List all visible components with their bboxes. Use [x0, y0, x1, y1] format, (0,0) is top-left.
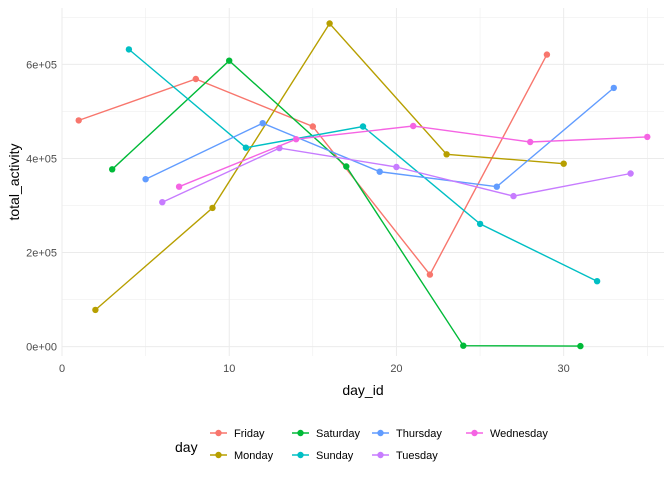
data-point-sunday [476, 220, 484, 228]
data-point-friday [192, 75, 199, 83]
legend-item-tuesday: Tuesday [372, 450, 438, 462]
data-point-thursday [610, 84, 617, 92]
legend-key-point [215, 451, 222, 459]
data-point-tuesday [393, 163, 400, 171]
legend-key-point [297, 429, 304, 437]
legend-key-point [377, 429, 384, 437]
data-point-saturday [109, 166, 116, 173]
data-point-sunday [359, 123, 367, 130]
legend-key-point [377, 451, 384, 459]
data-point-thursday [142, 176, 149, 183]
data-point-sunday [125, 46, 133, 53]
data-point-friday [426, 271, 434, 278]
data-point-wednesday [175, 183, 183, 190]
series-thursday [142, 84, 617, 190]
data-point-friday [543, 51, 551, 58]
data-point-wednesday [410, 122, 417, 130]
data-point-saturday [577, 342, 584, 350]
series-saturday [109, 57, 584, 350]
data-point-wednesday [644, 133, 651, 141]
data-point-saturday [226, 57, 233, 64]
x-tick-label: 30 [558, 363, 570, 375]
data-point-saturday [460, 342, 467, 349]
legend-key-point [215, 429, 222, 437]
data-point-tuesday [159, 199, 166, 206]
x-tick-label: 20 [390, 363, 402, 375]
data-point-tuesday [510, 192, 517, 200]
x-tick-label: 10 [223, 363, 235, 375]
x-axis-title: day_id [342, 382, 383, 398]
legend-item-friday: Friday [210, 428, 265, 440]
legend-label-saturday: Saturday [316, 428, 361, 440]
legend-title: day [175, 439, 198, 455]
data-point-thursday [376, 168, 383, 175]
series-monday [92, 20, 567, 314]
data-point-friday [75, 117, 82, 124]
series-sunday [125, 46, 601, 285]
data-point-monday [92, 306, 99, 314]
y-tick-label: 0e+00 [26, 342, 57, 354]
data-point-wednesday [527, 138, 534, 146]
data-point-monday [326, 20, 333, 27]
data-point-sunday [242, 144, 250, 151]
series-line-monday [94, 22, 564, 311]
series-line-saturday [111, 59, 581, 347]
legend-item-saturday: Saturday [292, 428, 361, 440]
legend-label-tuesday: Tuesday [396, 450, 438, 462]
y-tick-label: 6e+05 [26, 59, 57, 71]
legend-label-monday: Monday [234, 450, 274, 462]
series-tuesday [159, 144, 634, 206]
legend-item-thursday: Thursday [372, 428, 442, 440]
legend-item-wednesday: Wednesday [466, 428, 548, 440]
data-point-wednesday [292, 136, 300, 143]
x-tick-label: 0 [59, 363, 65, 375]
data-point-thursday [259, 120, 266, 127]
legend-key-point [297, 451, 304, 459]
legend-item-sunday: Sunday [292, 450, 354, 462]
data-point-friday [309, 123, 316, 130]
legend-label-wednesday: Wednesday [490, 428, 548, 440]
legend: day Friday Monday Saturday Sunday Thursday Tu… [175, 428, 548, 462]
data-point-sunday [593, 278, 601, 285]
axis-ticks: 0 10 20 30 0e+00 2e+05 4e+05 6e+05 [26, 59, 570, 375]
data-point-monday [560, 160, 567, 167]
data-point-monday [209, 204, 216, 212]
data-point-saturday [343, 163, 350, 170]
y-tick-label: 4e+05 [26, 153, 57, 165]
legend-label-thursday: Thursday [396, 428, 442, 440]
data-point-tuesday [627, 170, 634, 177]
data-point-thursday [493, 183, 500, 190]
series-friday [75, 51, 551, 278]
data-point-monday [443, 151, 450, 158]
y-tick-label: 2e+05 [26, 248, 57, 260]
series-line-wednesday [178, 125, 648, 188]
y-axis-title: total_activity [6, 143, 22, 220]
legend-label-sunday: Sunday [316, 450, 354, 462]
series-wednesday [175, 122, 651, 190]
legend-item-monday: Monday [210, 450, 274, 462]
data-series [75, 20, 651, 350]
legend-key-point [471, 429, 478, 437]
legend-label-friday: Friday [234, 428, 265, 440]
